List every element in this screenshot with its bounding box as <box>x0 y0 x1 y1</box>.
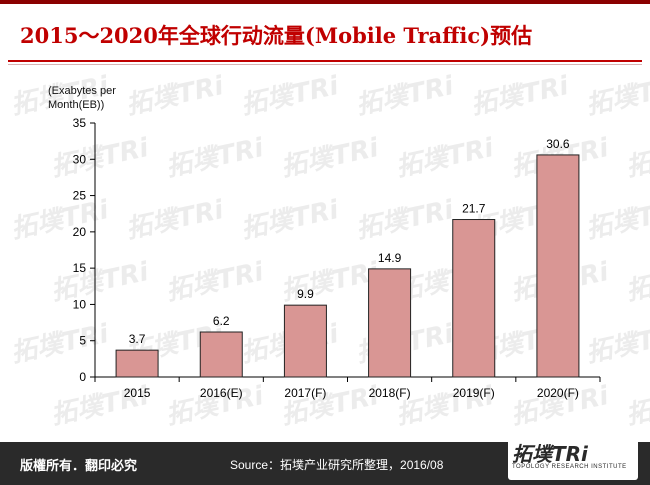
x-tick-label: 2017(F) <box>284 386 326 400</box>
data-label: 21.7 <box>462 202 486 216</box>
x-tick-label: 2018(F) <box>369 386 411 400</box>
y-tick-label: 0 <box>79 370 86 384</box>
footer-logo-panel <box>508 436 638 480</box>
data-label: 30.6 <box>546 137 570 151</box>
y-tick-label: 35 <box>73 116 87 130</box>
x-tick-label: 2015 <box>124 386 151 400</box>
x-tick-label: 2019(F) <box>453 386 495 400</box>
bar <box>452 219 496 378</box>
copyright-notice: 版權所有．翻印必究 <box>20 459 138 474</box>
title-divider <box>8 60 642 62</box>
data-label: 6.2 <box>213 314 230 328</box>
y-tick-label: 5 <box>79 334 86 348</box>
y-axis-label-text: (Exabytes per Month(EB)) <box>48 85 116 111</box>
y-axis-label: (Exabytes per Month(EB)) <box>48 84 143 112</box>
bar <box>283 304 327 378</box>
y-tick-label: 30 <box>73 152 87 166</box>
data-label: 14.9 <box>378 251 402 265</box>
title-divider-thin <box>8 64 642 65</box>
top-accent-bar <box>0 0 650 4</box>
data-label: 9.9 <box>297 287 314 301</box>
page-title: 2015～2020年全球行动流量(Mobile Traffic)预估 <box>20 23 533 48</box>
y-tick-label: 20 <box>73 225 87 239</box>
y-tick-label: 10 <box>73 297 87 311</box>
bar <box>536 154 580 378</box>
source-note: Source：拓墣产业研究所整理，2016/08 <box>230 458 444 472</box>
y-tick-label: 25 <box>73 189 87 203</box>
x-tick-label: 2016(E) <box>200 386 243 400</box>
tri-logo: 拓墣TRi <box>512 442 588 466</box>
bar <box>368 268 412 378</box>
y-tick-label: 15 <box>73 261 87 275</box>
x-tick-label: 2020(F) <box>537 386 579 400</box>
tri-logo-subtitle: TOPOLOGY RESEARCH INSTITUTE <box>512 464 627 470</box>
bar <box>115 349 159 378</box>
bar <box>199 331 243 378</box>
bar-chart: 0 5 10 15 20 25 30 35 3.7 2015 6.2 2016(E) 9.9 2017(F… <box>73 116 601 400</box>
data-label: 3.7 <box>129 332 146 346</box>
